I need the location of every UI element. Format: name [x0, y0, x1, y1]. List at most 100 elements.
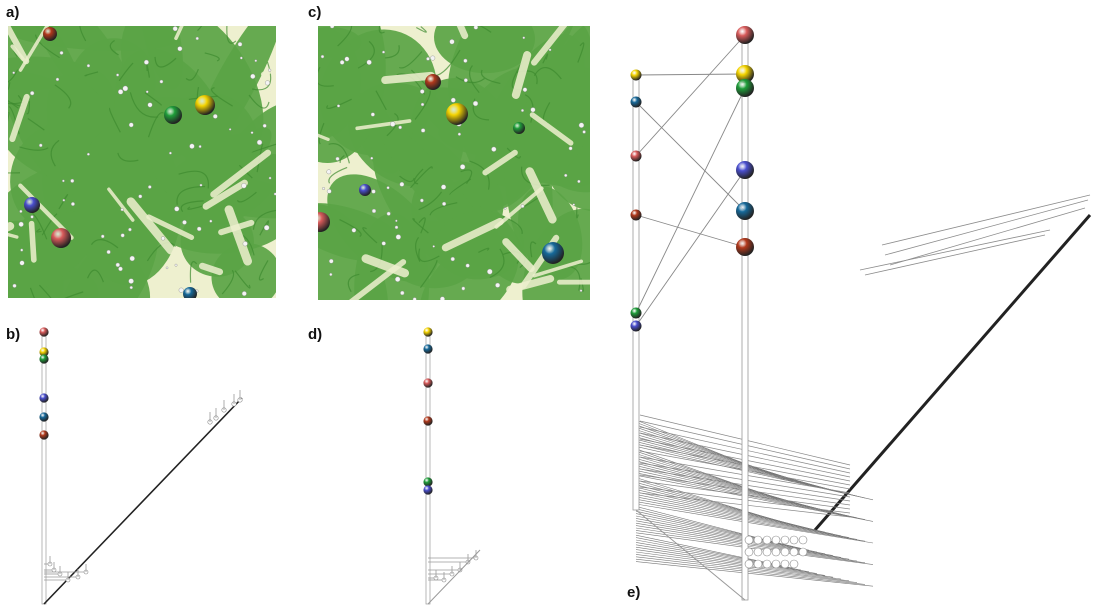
critical-point-small: [20, 248, 24, 252]
critical-point-small: [459, 164, 466, 170]
sphere-right-red: [736, 26, 754, 44]
critical-point-small: [564, 173, 568, 178]
light-filament: [318, 133, 330, 142]
swirl-stroke: [378, 26, 385, 34]
sphere-yellow: [195, 95, 215, 115]
swirl-stroke: [26, 100, 31, 115]
critical-point-small: [530, 107, 536, 113]
critical-point-small: [242, 241, 248, 247]
critical-point-small: [70, 178, 75, 183]
swirl-stroke: [418, 217, 426, 234]
critical-point-small: [370, 156, 374, 160]
persistence-diagram-d: [423, 327, 481, 605]
sphere-darkred: [423, 416, 433, 426]
swirl-stroke: [236, 191, 257, 203]
swirl-stroke: [576, 261, 590, 265]
swirl-stroke: [178, 170, 209, 189]
vorticity-region: [435, 210, 524, 280]
critical-point-small: [386, 211, 391, 216]
pair-point: [780, 547, 790, 557]
critical-point-small: [420, 102, 425, 107]
sphere-left-green: [630, 307, 642, 319]
sphere-left-yellow: [630, 69, 642, 81]
sphere-teal: [39, 412, 49, 422]
critical-point-small: [419, 89, 425, 94]
light-filament: [107, 187, 135, 222]
sphere-yellow: [39, 347, 49, 357]
critical-point-small: [182, 220, 187, 225]
critical-point-small: [196, 226, 202, 232]
swirl-stroke: [418, 248, 440, 263]
light-filament: [9, 93, 30, 143]
pair-point: [789, 559, 799, 569]
critical-point-small: [465, 263, 470, 268]
critical-point-small: [449, 39, 455, 45]
critical-point-small: [412, 297, 417, 300]
matching-line: [635, 474, 874, 522]
swirl-stroke: [79, 26, 87, 42]
swirl-stroke: [8, 112, 10, 122]
matching-line: [635, 518, 826, 555]
critical-point-small: [394, 225, 399, 230]
sphere-red: [39, 327, 49, 337]
diagonal-line: [813, 214, 1092, 531]
swirl-stroke: [398, 51, 423, 69]
light-filament: [174, 26, 184, 41]
vorticity-region: [318, 27, 361, 139]
critical-point-small: [12, 71, 16, 75]
swirl-stroke: [8, 101, 25, 105]
matching-line: [635, 214, 746, 248]
swirl-stroke: [210, 87, 233, 107]
swirl-stroke: [542, 53, 549, 64]
matching-line: [635, 486, 818, 531]
swirl-stroke: [252, 209, 276, 230]
critical-point-small: [18, 221, 24, 227]
critical-point-small: [195, 36, 199, 41]
swirl-stroke: [337, 26, 353, 47]
swirl-stroke: [478, 247, 490, 253]
pair-point: [762, 547, 772, 557]
panel-label-c: c): [308, 4, 322, 21]
critical-point-small: [381, 241, 386, 246]
panel-label-a: a): [6, 4, 20, 21]
sphere-darkred: [425, 74, 441, 90]
matching-line: [881, 194, 1091, 246]
pair-point: [789, 535, 799, 545]
critical-point-small: [268, 176, 272, 180]
critical-point-small: [463, 58, 468, 63]
matching-line: [635, 501, 866, 542]
pair-point: [771, 535, 781, 545]
critical-point-small: [262, 123, 267, 128]
critical-point-small: [386, 186, 390, 190]
light-filament: [511, 51, 532, 99]
critical-point-small: [461, 286, 466, 291]
persistence-stem: [425, 331, 431, 605]
light-filament: [532, 259, 584, 278]
swirl-stroke: [414, 90, 431, 120]
critical-point-small: [241, 291, 247, 297]
critical-point-small: [273, 192, 276, 196]
sphere-left-teal: [630, 96, 642, 108]
pair-point: [780, 535, 790, 545]
critical-point-small: [147, 185, 152, 189]
critical-point-small: [398, 125, 402, 130]
swirl-stroke: [413, 168, 424, 185]
light-filament: [224, 205, 252, 266]
swirl-stroke: [251, 143, 276, 153]
light-filament: [28, 220, 37, 263]
swirl-stroke: [576, 207, 579, 219]
critical-point-small: [177, 46, 183, 52]
pair-point: [798, 535, 808, 545]
swirl-stroke: [256, 143, 264, 173]
critical-point-small: [169, 151, 172, 155]
swirl-stroke: [385, 45, 400, 59]
critical-point-small: [12, 283, 17, 288]
pair-point: [744, 547, 754, 557]
swirl-stroke: [567, 265, 581, 291]
critical-point-small: [522, 87, 528, 92]
critical-point-small: [335, 156, 340, 161]
swirl-stroke: [84, 71, 99, 77]
swirl-stroke: [234, 270, 251, 289]
matching-line: [635, 503, 874, 544]
sphere-green: [164, 106, 182, 124]
